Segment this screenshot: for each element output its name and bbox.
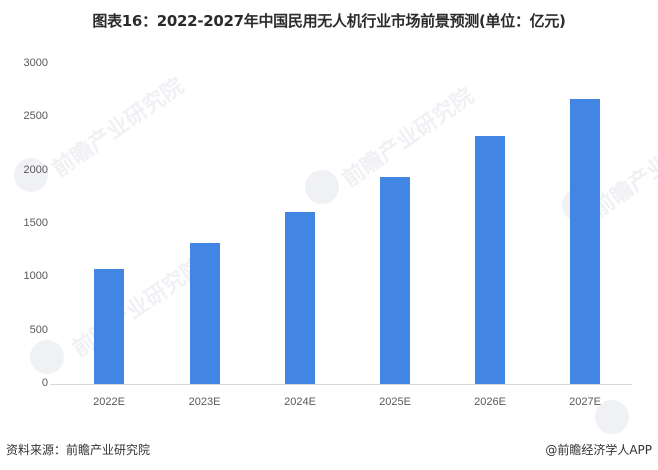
bar-2026E[interactable] (475, 136, 505, 384)
watermark-logo-icon (30, 340, 64, 374)
y-tick-label: 2000 (23, 163, 48, 176)
x-tick-label: 2024E (284, 396, 316, 408)
x-tick-label: 2022E (93, 396, 125, 408)
x-axis-line (50, 384, 632, 385)
watermark-text: 前瞻产业研究院 (68, 253, 209, 363)
x-tick-label: 2025E (379, 396, 411, 408)
bar-2025E[interactable] (380, 177, 410, 384)
credit-note: @前瞻经济学人APP (545, 443, 652, 457)
y-tick-label: 2500 (23, 110, 48, 123)
y-tick-label: 1500 (23, 217, 48, 229)
y-tick-label: 3000 (23, 57, 48, 69)
chart-title: 图表16：2022-2027年中国民用无人机行业市场前景预测(单位：亿元) (92, 12, 566, 30)
y-tick-label: 1000 (23, 270, 48, 283)
bar-2027E[interactable] (570, 99, 600, 384)
x-tick-label: 2023E (188, 396, 221, 408)
plot-area: 前瞻产业研究院 前瞻产业研究院 前瞻产业研究院 前瞻产业研究院 0 500 1000… (14, 57, 658, 434)
bar-2024E[interactable] (285, 212, 315, 384)
x-tick-label: 2026E (474, 396, 506, 408)
bar-2023E[interactable] (189, 242, 220, 384)
x-tick-label: 2027E (569, 396, 601, 408)
watermark-text: 前瞻产业研究院 (48, 73, 189, 183)
source-note: 资料来源：前瞻产业研究院 (6, 443, 151, 457)
y-tick-label: 500 (29, 323, 48, 336)
watermark-logo-icon (305, 170, 339, 204)
bar-2022E[interactable] (94, 269, 124, 384)
y-tick-label: 0 (41, 377, 48, 389)
